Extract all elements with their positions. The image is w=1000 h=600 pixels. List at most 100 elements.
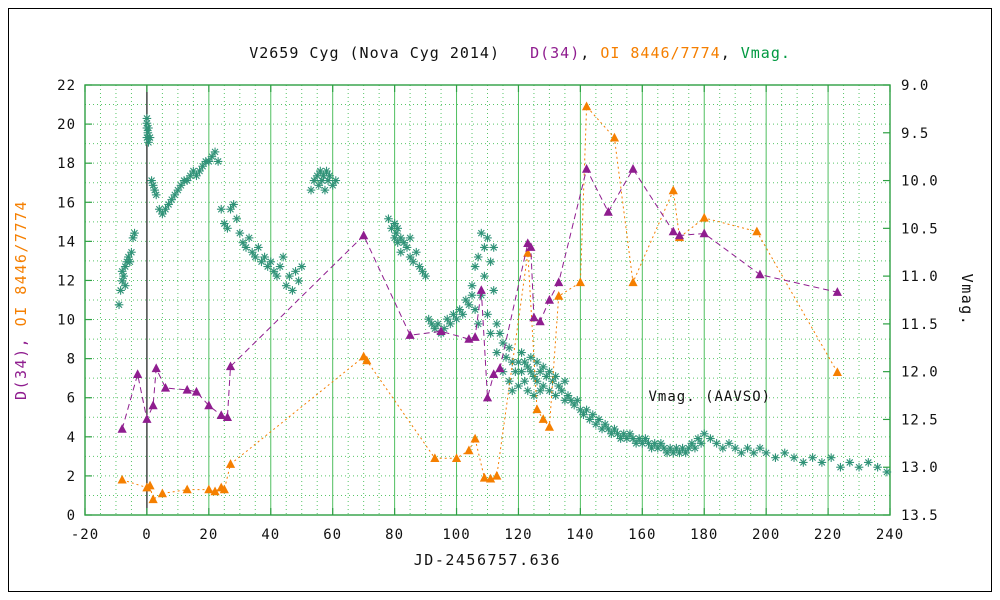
triangle-marker-icon [532, 404, 542, 414]
legend-vmag: Vmag. [740, 44, 791, 62]
asterisk-marker-icon [489, 286, 498, 295]
triangle-marker-icon [554, 277, 564, 287]
triangle-marker-icon [225, 361, 236, 371]
asterisk-marker-icon [250, 252, 260, 262]
svg-text:20: 20 [57, 117, 76, 133]
asterisk-marker-icon [272, 271, 282, 281]
triangle-marker-icon [526, 242, 536, 251]
asterisk-marker-icon [467, 290, 477, 300]
asterisk-marker-icon [730, 443, 740, 453]
title-main: V2659 Cyg (Nova Cyg 2014) [249, 44, 500, 62]
asterisk-marker-icon [405, 252, 415, 262]
asterisk-marker-icon [529, 391, 539, 400]
asterisk-marker-icon [125, 257, 135, 267]
svg-text:200: 200 [752, 527, 780, 543]
asterisk-marker-icon [687, 439, 697, 448]
title-gap [500, 44, 530, 62]
asterisk-marker-icon [455, 305, 464, 314]
asterisk-marker-icon [390, 219, 399, 228]
triangle-marker-icon [436, 326, 446, 335]
triangle-marker-icon [182, 484, 192, 494]
asterisk-marker-icon [424, 314, 433, 324]
asterisk-marker-icon [396, 233, 406, 243]
asterisk-marker-icon [306, 185, 316, 195]
svg-text:14: 14 [57, 234, 76, 250]
triangle-marker-icon [529, 312, 539, 322]
triangle-marker-icon [538, 414, 548, 423]
triangle-marker-icon [832, 287, 842, 296]
asterisk-marker-icon [433, 319, 443, 329]
svg-text:40: 40 [261, 527, 280, 543]
asterisk-marker-icon [145, 133, 155, 142]
series-line-oi-8446-7774 [122, 105, 838, 501]
asterisk-marker-icon [235, 228, 245, 238]
triangle-marker-icon [699, 212, 709, 222]
asterisk-marker-icon [486, 329, 495, 338]
asterisk-marker-icon [572, 396, 582, 405]
triangle-marker-icon [535, 316, 545, 326]
asterisk-marker-icon [418, 267, 427, 276]
asterisk-marker-icon [585, 415, 594, 424]
asterisk-marker-icon [130, 228, 139, 238]
asterisk-marker-icon [161, 204, 170, 214]
asterisk-marker-icon [507, 386, 517, 396]
asterisk-marker-icon [408, 257, 418, 267]
asterisk-marker-icon [789, 453, 799, 462]
asterisk-marker-icon [393, 238, 403, 247]
asterisk-marker-icon [232, 214, 242, 224]
asterisk-marker-icon [155, 204, 164, 214]
asterisk-marker-icon [489, 243, 498, 252]
asterisk-marker-icon [257, 257, 266, 267]
asterisk-marker-icon [421, 271, 430, 281]
svg-text:13.5: 13.5 [901, 508, 939, 524]
asterisk-marker-icon [461, 295, 471, 305]
y-axis-left-tick-labels: 0 2 4 6 8 10 12 14 16 18 20 22 [57, 78, 76, 524]
triangle-marker-icon [117, 424, 127, 433]
asterisk-marker-icon [151, 190, 161, 200]
asterisk-marker-icon [325, 171, 334, 181]
asterisk-marker-icon [473, 252, 483, 262]
triangle-marker-icon [755, 269, 765, 279]
triangle-marker-icon [359, 230, 369, 240]
svg-text:0: 0 [67, 508, 76, 524]
triangle-marker-icon [603, 207, 613, 216]
asterisk-marker-icon [551, 372, 560, 381]
asterisk-marker-icon [808, 453, 817, 462]
triangle-marker-icon [485, 473, 496, 483]
triangle-marker-icon [479, 472, 490, 482]
series-points-d34 [117, 164, 842, 433]
title-separator: , [720, 44, 741, 62]
asterisk-marker-icon [411, 247, 421, 257]
asterisk-marker-icon [291, 267, 300, 276]
triangle-marker-icon [476, 285, 486, 294]
asterisk-marker-icon [538, 362, 548, 372]
asterisk-marker-icon [486, 257, 495, 267]
asterisk-marker-icon [771, 453, 780, 462]
asterisk-marker-icon [504, 343, 514, 353]
asterisk-marker-icon [192, 171, 201, 181]
annotation-vmag-aavso: Vmag. (AAVSO) [649, 389, 772, 405]
asterisk-marker-icon [873, 462, 882, 472]
triangle-marker-icon [554, 291, 564, 300]
asterisk-marker-icon [582, 405, 591, 415]
asterisk-marker-icon [526, 367, 536, 376]
asterisk-marker-icon [517, 348, 526, 357]
asterisk-marker-icon [724, 439, 734, 448]
asterisk-marker-icon [120, 281, 130, 290]
triangle-marker-icon [628, 164, 638, 173]
svg-text:6: 6 [67, 391, 76, 407]
asterisk-marker-icon [213, 157, 223, 166]
asterisk-marker-icon [244, 233, 254, 243]
svg-text:12.0: 12.0 [901, 365, 939, 381]
asterisk-marker-icon [480, 271, 489, 281]
legend-oi: OI 8446/7774 [600, 44, 721, 62]
asterisk-marker-icon [449, 310, 458, 319]
triangle-marker-icon [133, 369, 143, 378]
asterisk-marker-icon [470, 262, 480, 271]
triangle-marker-icon [191, 386, 202, 396]
asterisk-marker-icon [737, 448, 746, 458]
asterisk-marker-icon [699, 429, 709, 439]
asterisk-marker-icon [532, 376, 542, 386]
asterisk-marker-icon [501, 353, 511, 362]
